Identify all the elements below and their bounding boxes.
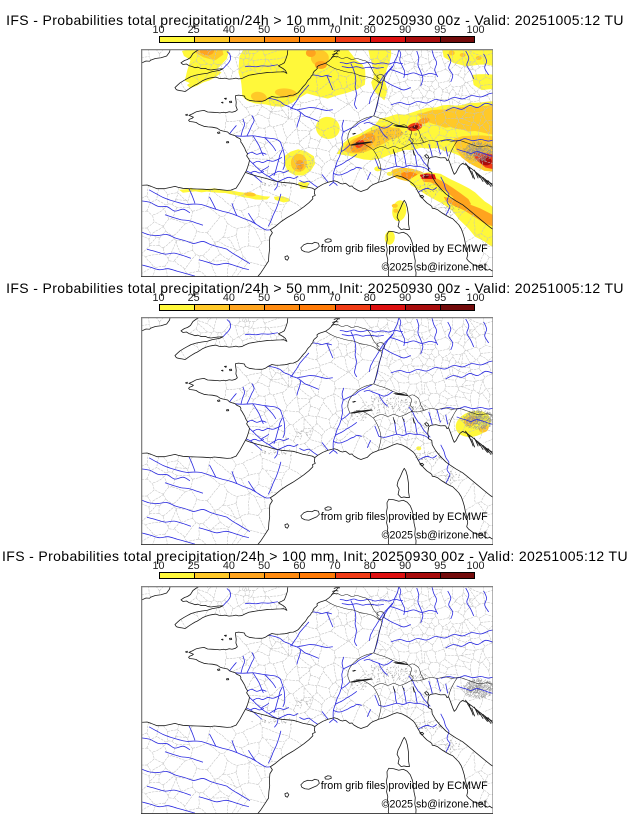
svg-text:from grib files provided by EC: from grib files provided by ECMWF [321,780,488,792]
svg-text:from grib files provided by EC: from grib files provided by ECMWF [321,511,488,523]
svg-text:©2025 sb@irizone.net: ©2025 sb@irizone.net [381,529,486,541]
svg-text:from grib files provided by EC: from grib files provided by ECMWF [321,243,488,255]
svg-text:©2025 sb@irizone.net: ©2025 sb@irizone.net [381,261,486,273]
svg-text:©2025 sb@irizone.net: ©2025 sb@irizone.net [381,798,486,810]
